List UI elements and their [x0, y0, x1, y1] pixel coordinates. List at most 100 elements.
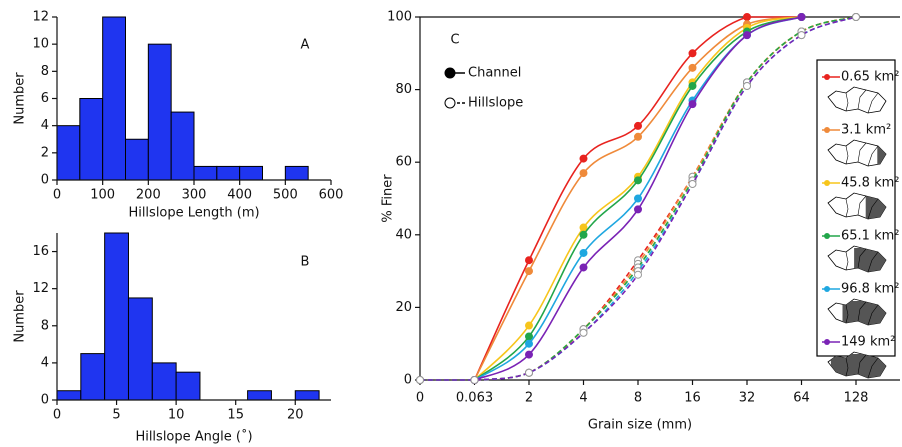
legend-marker [824, 339, 830, 345]
watershed-subbasins [845, 301, 879, 326]
y-tick-label: 20 [395, 300, 412, 315]
hillslope-point [470, 376, 479, 384]
x-tick-label: 64 [793, 391, 810, 406]
bar [125, 138, 149, 181]
bar [170, 111, 195, 181]
x-tick-label: 20 [287, 408, 304, 423]
hillslope-point [416, 376, 424, 384]
watershed-subbasins [845, 248, 879, 273]
bar [239, 165, 264, 181]
legend-marker [824, 74, 830, 80]
channel-curve [473, 16, 802, 381]
channel-point [525, 256, 533, 265]
channel-point [634, 176, 642, 185]
y-tick-label: 12 [32, 10, 49, 25]
channel-point [634, 194, 642, 203]
channel-point [525, 267, 533, 276]
channel-point [579, 263, 588, 272]
channel-point [743, 13, 751, 21]
y-tick-label: 8 [41, 64, 49, 79]
y-tick-label: 0 [404, 373, 412, 388]
y-tick-label: 6 [41, 91, 49, 106]
hillslope-point [797, 31, 806, 40]
y-tick-label: 60 [395, 155, 412, 170]
channel-point [688, 49, 697, 58]
legend-marker [824, 233, 830, 239]
bar [80, 353, 106, 401]
y-tick-label: 16 [32, 244, 49, 259]
bar [56, 125, 81, 181]
legend-label: 45.8 km² [841, 176, 899, 191]
channel-point [579, 248, 588, 257]
channel-point [525, 321, 533, 330]
y-tick-label: 2 [41, 145, 49, 160]
x-axis-label: Hillslope Length (m) [128, 206, 259, 221]
hillslope-point [688, 179, 697, 188]
channel-point [579, 223, 588, 232]
legend-marker [444, 97, 456, 109]
x-axis-label: Grain size (mm) [588, 418, 692, 433]
bar [151, 362, 177, 401]
legend-label: Hillslope [468, 96, 523, 111]
legend-label: 96.8 km² [841, 282, 899, 297]
x-tick-label: 16 [684, 391, 701, 406]
x-tick-label: 2 [525, 391, 533, 406]
watershed-subbasins [845, 89, 879, 114]
bar [56, 390, 82, 401]
y-tick-label: 12 [32, 281, 49, 296]
channel-point [525, 332, 533, 341]
x-tick-label: 200 [136, 188, 161, 203]
x-axis-label: Hillslope Angle (˚) [135, 429, 252, 445]
channel-point [579, 154, 588, 163]
x-tick-label: 0.063 [456, 391, 493, 406]
channel-point [525, 350, 533, 359]
y-tick-label: 4 [41, 355, 49, 370]
hillslope-curve [419, 16, 857, 381]
bar [294, 390, 320, 401]
bar [104, 232, 129, 401]
legend-marker [824, 180, 830, 186]
legend-marker [824, 127, 830, 133]
channel-curve [473, 16, 802, 381]
x-tick-label: 0 [416, 391, 424, 406]
y-tick-label: 40 [395, 227, 412, 242]
hillslope-point [579, 328, 588, 337]
channel-point [797, 13, 806, 21]
hillslope-point [743, 81, 751, 90]
y-tick-label: 80 [395, 82, 412, 97]
bar [216, 165, 241, 181]
x-tick-label: 128 [844, 391, 869, 406]
x-tick-label: 32 [739, 391, 756, 406]
axes [419, 16, 900, 381]
bar [79, 98, 104, 181]
watershed-icon [827, 351, 887, 379]
bar [193, 165, 218, 181]
y-tick-label: 4 [41, 118, 49, 133]
channel-point [634, 132, 642, 141]
y-axis-label: % Finer [381, 174, 396, 223]
x-tick-label: 600 [319, 188, 344, 203]
bar [102, 16, 126, 181]
watershed-icon [827, 298, 887, 326]
watershed-subbasins [845, 354, 879, 379]
y-tick-label: 0 [41, 173, 49, 188]
legend-label: 0.65 km² [841, 70, 899, 85]
panel-label: B [301, 255, 310, 270]
x-tick-label: 300 [182, 188, 207, 203]
watershed-subbasins [845, 142, 879, 167]
legend-label: 3.1 km² [841, 123, 891, 138]
x-tick-label: 500 [273, 188, 298, 203]
panel-label: A [301, 38, 310, 53]
x-tick-label: 0 [53, 408, 61, 423]
y-axis-label: Number [13, 72, 28, 125]
x-tick-label: 4 [579, 391, 587, 406]
panel-label: C [450, 33, 459, 48]
hillslope-point [634, 270, 642, 279]
bar [127, 297, 153, 401]
hillslope-point [525, 368, 533, 377]
x-tick-label: 15 [227, 408, 244, 423]
watershed-fill [842, 301, 886, 325]
y-tick-label: 10 [32, 37, 49, 52]
hillslope-point [852, 13, 860, 21]
watershed-fill [830, 354, 886, 378]
